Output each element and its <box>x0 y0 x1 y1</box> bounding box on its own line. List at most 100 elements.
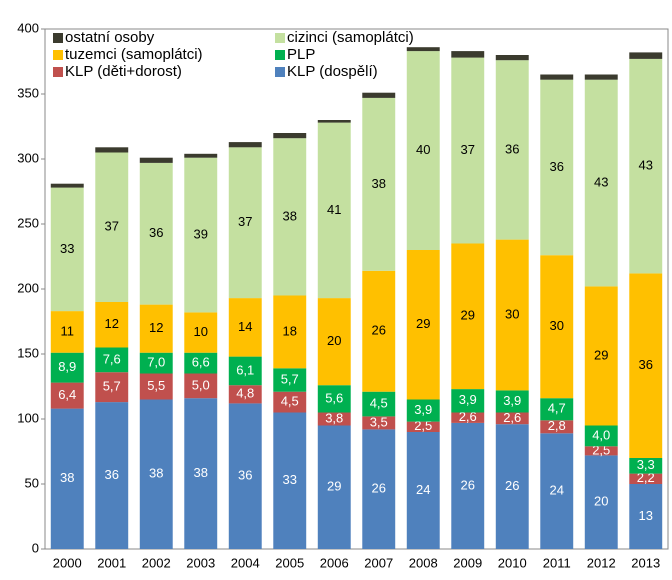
bar-segment <box>228 142 262 148</box>
bar-segment <box>584 446 618 456</box>
bar-segment <box>540 433 574 549</box>
bar-segment <box>228 356 262 386</box>
segment-label: 12 <box>105 316 119 331</box>
segment-label: 3,9 <box>459 392 477 407</box>
bar-segment <box>540 255 574 399</box>
bar-segment <box>451 412 485 423</box>
segment-label: 6,6 <box>192 355 210 370</box>
bar-segment <box>495 412 529 425</box>
segment-label: 3,8 <box>325 410 343 425</box>
bar-segment <box>629 473 663 484</box>
bar-segment <box>50 183 84 188</box>
segment-label: 26 <box>461 477 475 492</box>
plot-frame <box>44 28 669 550</box>
segment-label: 7,0 <box>147 355 165 370</box>
x-tick-label: 2004 <box>231 555 260 570</box>
bar-segment <box>495 390 529 413</box>
bar-segment <box>362 429 396 549</box>
bar-segment <box>273 391 307 413</box>
bar-segment <box>139 352 173 374</box>
bar-segment <box>273 138 307 296</box>
bar-segment <box>184 157 218 313</box>
bar-segment <box>317 122 351 299</box>
y-tick-label: 100 <box>17 410 39 425</box>
bar-segment <box>584 425 618 447</box>
bar-segment <box>184 352 218 374</box>
x-tick-label: 2008 <box>409 555 438 570</box>
bar-segment <box>50 311 84 353</box>
bar-segment <box>139 157 173 163</box>
legend-label: KLP (děti+dorost) <box>65 63 182 80</box>
segment-label: 38 <box>283 208 297 223</box>
bar-segment <box>629 484 663 549</box>
segment-label: 3,5 <box>370 414 388 429</box>
legend-label: KLP (dospělí) <box>287 63 378 80</box>
bar-segment <box>362 416 396 430</box>
bar-segment <box>495 424 529 549</box>
segment-label: 11 <box>61 323 75 338</box>
segment-label: 20 <box>594 494 608 509</box>
segment-label: 2,2 <box>637 470 655 485</box>
bar-segment <box>50 408 84 549</box>
bar-segment <box>95 347 129 373</box>
bar-segment <box>139 399 173 549</box>
legend-swatch <box>275 50 285 60</box>
segment-label: 18 <box>283 323 297 338</box>
bar-segment <box>451 57 485 244</box>
y-tick-label: 300 <box>17 150 39 165</box>
bar-segment <box>584 79 618 287</box>
segment-label: 4,0 <box>592 427 610 442</box>
y-tick-label: 400 <box>17 20 39 35</box>
bar-segment <box>50 352 84 383</box>
bar-segment <box>362 97 396 271</box>
y-tick-label: 350 <box>17 85 39 100</box>
segment-label: 20 <box>327 333 341 348</box>
segment-label: 36 <box>149 225 163 240</box>
y-tick-label: 250 <box>17 215 39 230</box>
segment-label: 38 <box>372 176 386 191</box>
segment-label: 36 <box>639 357 653 372</box>
x-tick-label: 2013 <box>631 555 660 570</box>
bar-segment <box>317 425 351 549</box>
x-tick-label: 2011 <box>543 555 571 570</box>
x-tick-label: 2012 <box>587 555 616 570</box>
bar-segment <box>50 382 84 409</box>
bar-segment <box>406 399 440 422</box>
segment-label: 40 <box>416 142 430 157</box>
segment-label: 7,6 <box>103 351 121 366</box>
legend-swatch <box>53 33 63 43</box>
bar-segment <box>184 153 218 158</box>
x-tick-label: 2005 <box>275 555 304 570</box>
segment-label: 10 <box>194 324 208 339</box>
segment-label: 3,3 <box>637 457 655 472</box>
bar-segment <box>95 302 129 348</box>
segment-label: 30 <box>550 318 564 333</box>
segment-label: 43 <box>639 158 653 173</box>
segment-label: 26 <box>372 323 386 338</box>
segment-label: 36 <box>550 159 564 174</box>
segment-label: 8,9 <box>58 359 76 374</box>
bar-segment <box>362 270 396 392</box>
segment-label: 33 <box>283 472 297 487</box>
segment-label: 5,5 <box>147 378 165 393</box>
bar-segment <box>629 52 663 59</box>
segment-label: 13 <box>639 508 653 523</box>
segment-label: 3,9 <box>414 402 432 417</box>
segment-label: 3,9 <box>503 393 521 408</box>
segment-label: 5,7 <box>103 379 121 394</box>
bar-segment <box>584 455 618 549</box>
bar-segment <box>95 402 129 549</box>
bar-segment <box>273 133 307 139</box>
bar-segment <box>362 92 396 98</box>
y-tick-label: 50 <box>25 475 39 490</box>
segment-label: 36 <box>505 141 519 156</box>
segment-label: 5,7 <box>281 371 299 386</box>
segment-label: 14 <box>238 319 252 334</box>
bar-segment <box>317 298 351 386</box>
bar-segment <box>317 385 351 413</box>
segment-label: 38 <box>149 466 163 481</box>
segment-label: 4,7 <box>548 401 566 416</box>
bar-segment <box>629 458 663 474</box>
bar-segment <box>451 422 485 549</box>
x-tick-label: 2003 <box>186 555 215 570</box>
